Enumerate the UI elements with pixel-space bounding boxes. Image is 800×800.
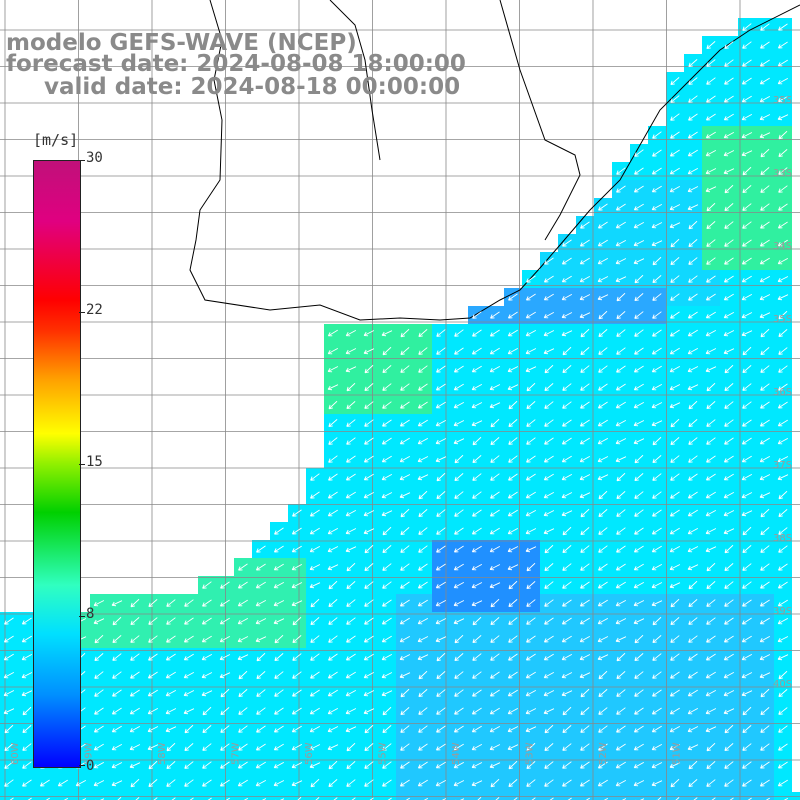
wind-speed-cell [630, 792, 648, 800]
wind-speed-cell [90, 792, 108, 800]
wind-speed-cell [684, 792, 702, 800]
wind-speed-cell [180, 792, 198, 800]
wind-speed-cell [396, 792, 414, 800]
longitude-label: 52W [598, 742, 609, 765]
wind-speed-cell [144, 792, 162, 800]
wind-speed-cell [378, 792, 396, 800]
wind-speed-cell [198, 792, 216, 800]
wind-speed-cell [234, 792, 252, 800]
colorbar-tick: 30 [86, 150, 103, 166]
wind-speed-cell [288, 792, 306, 800]
wind-speed-cell [216, 792, 234, 800]
latitude-label: 39S [773, 606, 792, 617]
wind-speed-cell [792, 792, 800, 800]
wind-speed-cell [540, 792, 558, 800]
colorbar-tick: 15 [86, 454, 103, 470]
wind-speed-cell [162, 792, 180, 800]
longitude-label: 58W [157, 742, 168, 765]
wind-speed-cell [54, 792, 72, 800]
wind-speed-cell [594, 792, 612, 800]
wind-speed-cell [324, 792, 342, 800]
wind-speed-cell [72, 792, 90, 800]
longitude-label: 51W [672, 742, 683, 765]
wind-speed-cell [450, 792, 468, 800]
wind-speed-cell [360, 792, 378, 800]
wind-speed-cell [414, 792, 432, 800]
wind-speed-cell [612, 792, 630, 800]
colorbar-tick: 8 [86, 606, 94, 622]
wind-speed-cell [18, 792, 36, 800]
title-valid-date: valid date: 2024-08-18 00:00:00 [44, 75, 460, 99]
colorbar-unit: [m/s] [33, 131, 78, 149]
wind-speed-cell [342, 792, 360, 800]
title-forecast-date: forecast date: 2024-08-08 18:00:00 [6, 52, 466, 76]
wind-speed-cell [432, 792, 450, 800]
colorbar-gradient [33, 160, 81, 768]
wind-speed-cell [306, 792, 324, 800]
wind-speed-cell [720, 792, 738, 800]
colorbar-tick: 22 [86, 302, 103, 318]
wind-speed-cell [756, 792, 774, 800]
wind-speed-cell [468, 792, 486, 800]
wind-speed-cell [0, 792, 18, 800]
latitude-label: 35S [773, 314, 792, 325]
latitude-label: 38S [773, 533, 792, 544]
wind-speed-cell [36, 792, 54, 800]
latitude-label: 33S [773, 168, 792, 179]
longitude-label: 54W [451, 742, 462, 765]
wind-speed-cell [270, 792, 288, 800]
wind-speed-cell [774, 792, 792, 800]
wind-speed-cell [252, 792, 270, 800]
colorbar: [m/s] 30 22 15 8 0 [0, 128, 110, 778]
longitude-label: 56W [304, 742, 315, 765]
longitude-label: 53W [525, 742, 536, 765]
wind-speed-cell [738, 792, 756, 800]
latitude-label: 40S [773, 679, 792, 690]
wind-speed-cell [486, 792, 504, 800]
wind-speed-cell [558, 792, 576, 800]
wind-speed-cell [522, 792, 540, 800]
latitude-label: 36S [773, 387, 792, 398]
wind-speed-cell [666, 792, 684, 800]
wind-speed-cell [108, 792, 126, 800]
wind-speed-field [0, 18, 800, 800]
wind-speed-cell [648, 792, 666, 800]
wind-speed-cell [126, 792, 144, 800]
longitude-label: 55W [378, 742, 389, 765]
latitude-label: 35S [773, 95, 792, 106]
wind-speed-cell [576, 792, 594, 800]
longitude-label: 57W [231, 742, 242, 765]
latitude-label: 34S [773, 241, 792, 252]
colorbar-tick: 0 [86, 758, 94, 774]
latitude-label: 37S [773, 460, 792, 471]
wind-speed-cell [702, 792, 720, 800]
